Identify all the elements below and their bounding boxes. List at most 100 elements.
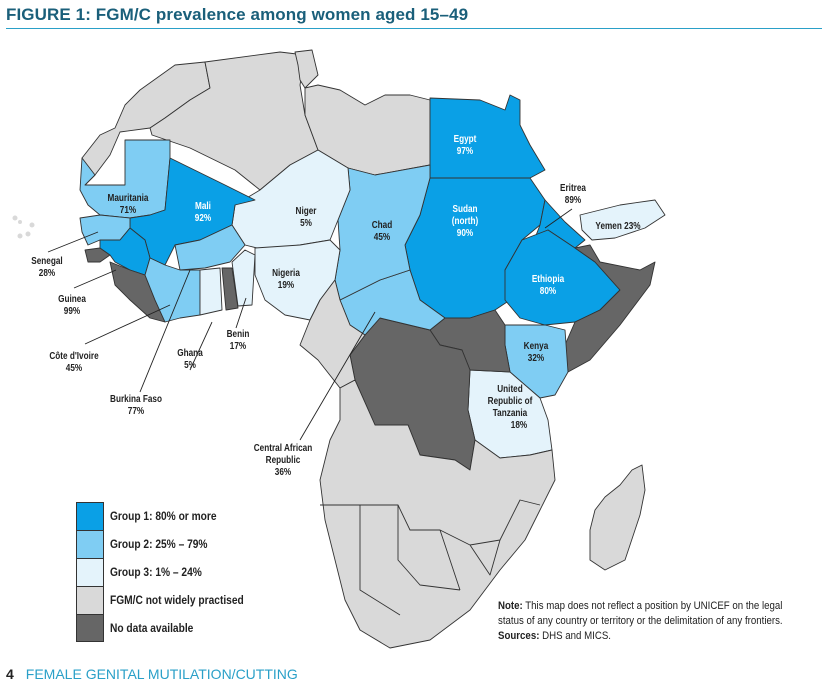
label-yemen: Yemen 23%: [589, 221, 646, 233]
figure-title: FIGURE 1: FGM/C prevalence among women a…: [6, 5, 469, 24]
label-tanzania: United Republic of Tanzania 18%: [485, 384, 534, 432]
label-tanzania-name3: Tanzania: [492, 408, 528, 419]
legend-swatch-not-practised: [76, 586, 104, 614]
label-egypt: Egypt 97%: [449, 134, 482, 158]
sources-line: Sources: DHS and MICS.: [498, 629, 797, 644]
label-sudan-value: 90%: [456, 228, 474, 239]
label-sudan-name: Sudan: [452, 204, 478, 215]
label-chad-value: 45%: [373, 232, 391, 243]
label-eritrea-name: Eritrea: [560, 183, 586, 194]
label-kenya: Kenya 32%: [520, 341, 553, 365]
page-number: 4: [6, 666, 14, 682]
label-kenya-name: Kenya: [523, 341, 549, 352]
label-eritrea: Eritrea 89%: [557, 183, 590, 207]
label-car-name2: Republic: [265, 455, 301, 466]
leader-lines: [47, 208, 573, 441]
note-label: Note:: [498, 600, 523, 612]
legend-item-group3: Group 3: 1% – 24%: [76, 558, 267, 586]
region-guinea-bissau: [84, 247, 111, 263]
legend-label-group3: Group 3: 1% – 24%: [110, 565, 202, 579]
region-ghana: [199, 267, 223, 316]
label-ethiopia-name: Ethiopia: [531, 274, 565, 285]
legend-swatch-group2: [76, 530, 104, 558]
border-lines: [320, 499, 541, 616]
legend-label-not-practised: FGM/C not widely practised: [110, 593, 244, 607]
label-chad-name: Chad: [371, 220, 393, 231]
region-cote-divoire: [144, 257, 201, 323]
label-nigeria: Nigeria 19%: [270, 268, 303, 292]
label-ghana: Ghana 5%: [174, 348, 207, 372]
title-divider: [6, 28, 822, 29]
label-egypt-value: 97%: [456, 146, 474, 157]
section-title: FEMALE GENITAL MUTILATION/CUTTING: [25, 666, 298, 682]
label-niger: Niger 5%: [290, 206, 323, 230]
region-benin: [231, 249, 256, 307]
page-footer: 4 FEMALE GENITAL MUTILATION/CUTTING: [6, 666, 298, 682]
region-somalia: [564, 244, 656, 373]
label-tanzania-name2: Republic of: [487, 396, 533, 407]
label-car-name: Central African: [253, 443, 313, 454]
label-cote-divoire: Côte d'Ivoire 45%: [46, 351, 102, 375]
note-text: This map does not reflect a position by …: [522, 600, 783, 612]
label-ethiopia-value: 80%: [539, 286, 557, 297]
label-guinea: Guinea 99%: [56, 294, 89, 318]
map-legend: Group 1: 80% or more Group 2: 25% – 79% …: [76, 502, 267, 642]
label-benin: Benin 17%: [222, 329, 255, 353]
note-line-1: Note: This map does not reflect a positi…: [498, 599, 797, 614]
label-nigeria-name: Nigeria: [272, 268, 300, 279]
label-benin-name: Benin: [226, 329, 250, 340]
legend-swatch-no-data: [76, 614, 104, 642]
label-burkina-faso-value: 77%: [127, 406, 145, 417]
label-ethiopia: Ethiopia 80%: [528, 274, 569, 298]
region-togo: [221, 267, 239, 311]
legend-label-no-data: No data available: [110, 621, 194, 635]
label-guinea-name: Guinea: [58, 294, 86, 305]
label-car: Central African Republic 36%: [252, 443, 314, 479]
label-egypt-name: Egypt: [453, 134, 477, 145]
label-niger-value: 5%: [300, 218, 312, 229]
legend-label-group2: Group 2: 25% – 79%: [110, 537, 208, 551]
label-tanzania-value: 18%: [510, 420, 528, 431]
label-guinea-value: 99%: [63, 306, 81, 317]
legend-swatch-group3: [76, 558, 104, 586]
cape-verde-islands: [12, 215, 35, 239]
region-egypt: [429, 94, 546, 179]
region-southern-africa: [319, 379, 556, 649]
label-ghana-name: Ghana: [177, 348, 203, 359]
label-mali-value: 92%: [194, 213, 212, 224]
label-senegal: Senegal 28%: [30, 256, 64, 280]
sources-text: DHS and MICS.: [539, 630, 611, 642]
label-benin-value: 17%: [229, 341, 247, 352]
legend-item-no-data: No data available: [76, 614, 267, 642]
label-kenya-value: 32%: [527, 353, 545, 364]
label-ghana-value: 5%: [184, 360, 196, 371]
label-chad: Chad 45%: [366, 220, 399, 244]
label-mauritania: Mauritania 71%: [105, 193, 151, 217]
label-mali: Mali 92%: [187, 201, 220, 225]
region-yemen: [579, 199, 666, 241]
sources-label: Sources:: [498, 630, 540, 642]
label-mauritania-value: 71%: [119, 205, 137, 216]
label-senegal-value: 28%: [38, 268, 56, 279]
map-note: Note: This map does not reflect a positi…: [498, 599, 797, 644]
region-cameroon-gabon-congo: [299, 279, 366, 389]
label-tanzania-name: United: [497, 384, 523, 395]
legend-label-group1: Group 1: 80% or more: [110, 509, 217, 523]
label-mali-name: Mali: [195, 201, 211, 212]
label-burkina-faso: Burkina Faso 77%: [110, 394, 162, 418]
region-chad: [334, 164, 431, 301]
region-madagascar: [589, 464, 646, 571]
legend-item-group1: Group 1: 80% or more: [76, 502, 267, 530]
label-niger-name: Niger: [295, 206, 317, 217]
label-yemen-name: Yemen 23%: [595, 221, 641, 232]
label-sudan-name2: (north): [451, 216, 479, 227]
label-senegal-name: Senegal: [31, 256, 63, 267]
legend-item-not-practised: FGM/C not widely practised: [76, 586, 267, 614]
label-burkina-faso-name: Burkina Faso: [110, 394, 162, 405]
legend-swatch-group1: [76, 502, 104, 530]
label-cote-divoire-name: Côte d'Ivoire: [49, 351, 99, 362]
note-line-2: status of any country or territory or th…: [498, 615, 783, 627]
label-eritrea-value: 89%: [564, 195, 582, 206]
label-sudan: Sudan (north) 90%: [445, 204, 486, 240]
